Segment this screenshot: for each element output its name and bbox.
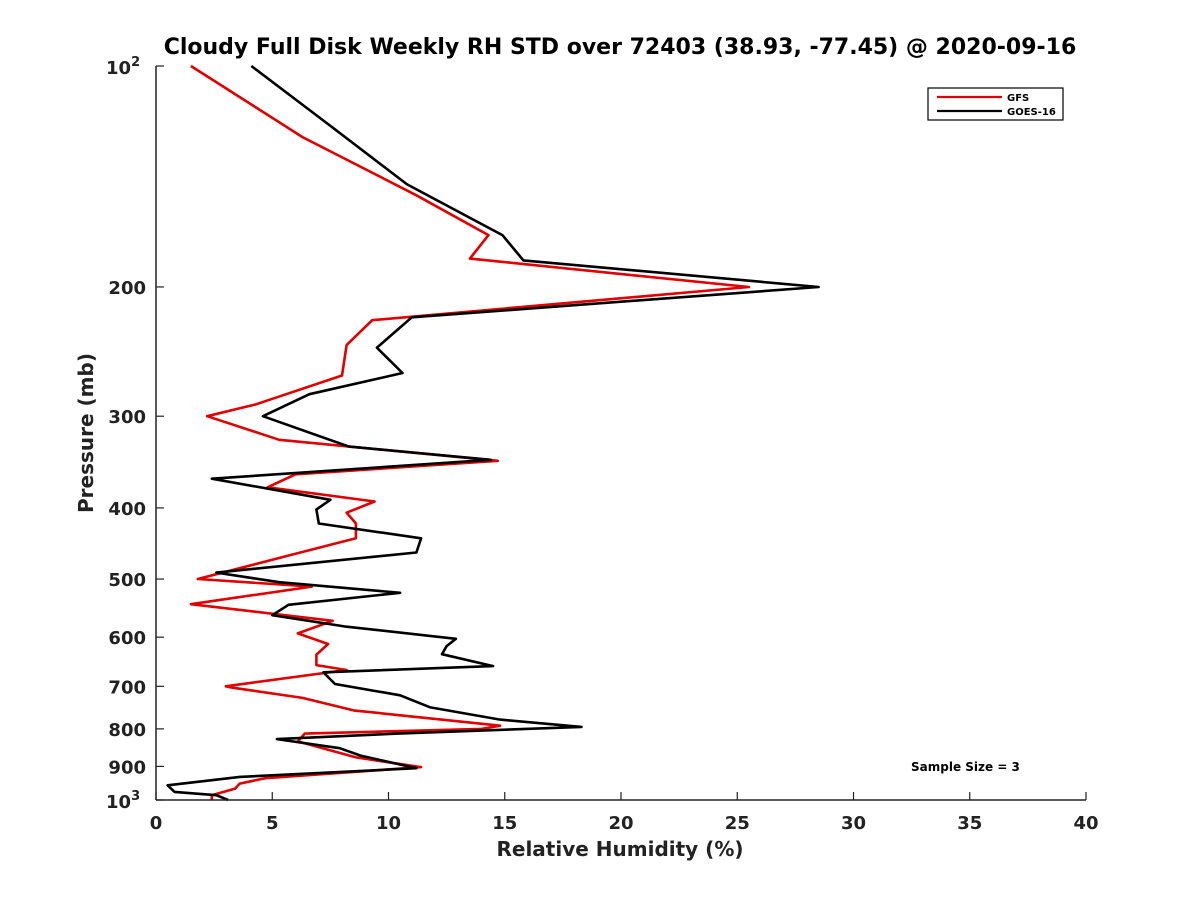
axis-ticks [155,65,1087,801]
y-tick-label: 200 [108,278,146,299]
y-tick-label: 500 [108,570,146,591]
series-line-goes16 [166,64,820,802]
x-tick-label: 35 [957,813,982,834]
legend-label-goes16: GOES-16 [1007,107,1056,118]
x-tick-label: 25 [725,813,750,834]
sample-size-annotation: Sample Size = 3 [911,760,1020,774]
x-tick-label: 30 [841,813,866,834]
x-tick-label: 40 [1073,813,1098,834]
legend: GFS GOES-16 [927,87,1064,121]
legend-label-gfs: GFS [1007,93,1029,104]
y-tick-label: 800 [108,720,146,741]
x-tick-label: 20 [608,813,633,834]
series-line-gfs [189,64,751,800]
y-tick-label: 600 [108,628,146,649]
chart-title: Cloudy Full Disk Weekly RH STD over 7240… [164,35,1077,60]
x-tick-label: 10 [376,813,401,834]
x-tick-labels: 0 5 10 15 20 25 30 35 40 [150,813,1099,834]
x-tick-label: 15 [492,813,517,834]
x-axis-title: Relative Humidity (%) [496,837,743,861]
series-layer [166,64,820,802]
x-tick-label: 0 [150,813,163,834]
y-tick-label: 900 [108,757,146,778]
plot-area [155,64,1087,802]
y-tick-label: 400 [108,499,146,520]
y-axis-title: Pressure (mb) [74,353,98,513]
legend-box [927,87,1064,121]
y-tick-label: 700 [108,677,146,698]
x-tick-label: 5 [266,813,279,834]
y-tick-label: 300 [108,407,146,428]
